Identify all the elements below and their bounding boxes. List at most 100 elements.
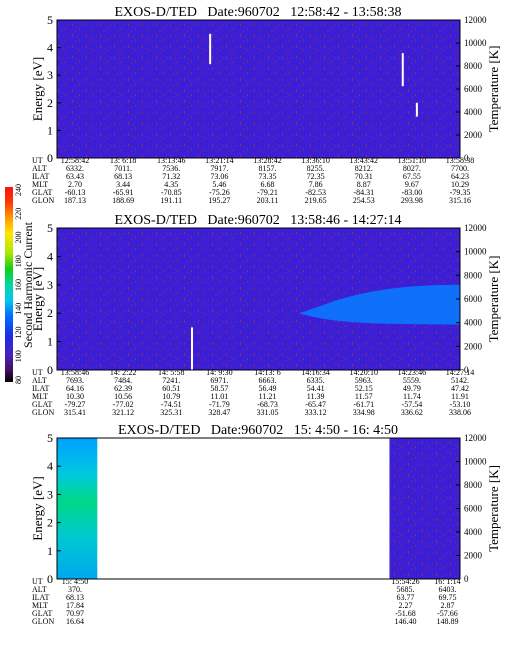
- orbit-cell: -61.71: [353, 400, 374, 409]
- y2-tick-label: 0: [464, 365, 469, 375]
- enhanced-flux-region: [298, 284, 460, 325]
- orbit-cell: -51.68: [395, 609, 416, 618]
- colorbar-tick-label: 80: [14, 376, 23, 384]
- spectrogram-spike: [191, 327, 194, 370]
- y2-tick-label: 2000: [464, 551, 483, 561]
- orbit-cell: 203.11: [257, 196, 279, 205]
- y-tick-label: 5: [47, 221, 53, 235]
- orbit-cell: 293.98: [401, 196, 423, 205]
- orbit-row-label: GLON: [32, 617, 54, 626]
- orbit-cell: 8212.: [355, 164, 373, 173]
- orbit-cell: 10.29: [451, 180, 469, 189]
- orbit-cell: 15: 4:50: [62, 577, 88, 586]
- y-tick-label: 5: [47, 13, 53, 27]
- y2-tick-label: 0: [464, 153, 469, 163]
- orbit-cell: 14:23:46: [398, 368, 426, 377]
- orbit-cell: 6663.: [259, 376, 277, 385]
- orbit-cell: 10.56: [114, 392, 132, 401]
- y2-tick-label: 4000: [464, 527, 483, 537]
- orbit-cell: -75.26: [209, 188, 230, 197]
- y2-tick-label: 0: [464, 574, 469, 584]
- orbit-cell: 7693.: [66, 376, 84, 385]
- y2-tick-label: 10000: [464, 247, 487, 257]
- orbit-cell: 12:58:42: [61, 156, 89, 165]
- y2-tick-label: 2000: [464, 341, 483, 351]
- y-tick-label: 4: [47, 249, 53, 263]
- orbit-cell: 328.47: [208, 408, 230, 417]
- y-tick-label: 0: [47, 151, 53, 165]
- y2-tick-label: 12000: [464, 433, 487, 443]
- orbit-cell: 148.89: [436, 617, 458, 626]
- y2-tick-label: 8000: [464, 61, 483, 71]
- orbit-cell: -57.66: [437, 609, 458, 618]
- orbit-row-label: GLAT: [32, 609, 53, 618]
- orbit-cell: 56.49: [259, 384, 277, 393]
- colorbar: 240 220 200 180 160 140 120 100 80 Second Harmon…: [5, 184, 35, 384]
- orbit-cell: 8.87: [357, 180, 371, 189]
- orbit-cell: -82.53: [305, 188, 326, 197]
- orbit-cell: 14:13: 6: [254, 368, 280, 377]
- orbit-cell: 68.13: [66, 593, 84, 602]
- orbit-cell: 71.32: [162, 172, 180, 181]
- orbit-cell: -65.91: [113, 188, 134, 197]
- y-tick-label: 2: [47, 516, 53, 530]
- orbit-table: UTALTILATMLTGLATGLON13:58:467693.64.1610…: [32, 368, 474, 417]
- orbit-cell: 13:36:10: [301, 156, 329, 165]
- panel-title: EXOS-D/TED Date:960702 13:58:46 - 14:27:…: [115, 213, 402, 228]
- orbit-cell: 8255.: [307, 164, 325, 173]
- orbit-cell: 219.65: [305, 196, 327, 205]
- orbit-cell: -74.51: [161, 400, 182, 409]
- orbit-cell: 2.87: [440, 601, 454, 610]
- orbit-cell: 188.69: [112, 196, 134, 205]
- orbit-cell: 5.46: [212, 180, 226, 189]
- orbit-cell: 146.40: [394, 617, 416, 626]
- orbit-cell: 72.35: [307, 172, 325, 181]
- spectrogram-spike: [401, 53, 404, 87]
- orbit-row-label: GLAT: [32, 188, 53, 197]
- orbit-cell: -79.21: [257, 188, 278, 197]
- orbit-cell: 69.75: [438, 593, 456, 602]
- y-axis-label: Energy [eV]: [30, 57, 45, 121]
- orbit-cell: 54.41: [307, 384, 325, 393]
- orbit-cell: 14: 2:22: [110, 368, 136, 377]
- orbit-row-label: ILAT: [32, 384, 49, 393]
- orbit-cell: 334.98: [353, 408, 375, 417]
- orbit-cell: -84.31: [353, 188, 374, 197]
- y-tick-label: 4: [47, 459, 53, 473]
- orbit-cell: 11.74: [403, 392, 421, 401]
- orbit-row-label: ALT: [32, 585, 47, 594]
- orbit-row-label: MLT: [32, 392, 48, 401]
- orbit-cell: -79.27: [65, 400, 86, 409]
- orbit-cell: 4.35: [164, 180, 178, 189]
- y2-tick-label: 2000: [464, 130, 483, 140]
- y-tick-label: 0: [47, 572, 53, 586]
- orbit-cell: 70.97: [66, 609, 84, 618]
- y2-tick-label: 4000: [464, 107, 483, 117]
- orbit-row-label: UT: [32, 368, 43, 377]
- data-coverage-block: [389, 438, 460, 579]
- orbit-cell: 15:54:26: [391, 577, 419, 586]
- y2-tick-label: 8000: [464, 270, 483, 280]
- colorbar-tick-label: 220: [14, 208, 23, 220]
- orbit-row-label: ALT: [32, 164, 47, 173]
- panel-2: EXOS-D/TED Date:960702 13:58:46 - 14:27:…: [30, 213, 501, 417]
- y-axis-label: Energy [eV]: [30, 476, 45, 540]
- orbit-cell: 13:28:42: [253, 156, 281, 165]
- y-tick-label: 3: [47, 487, 53, 501]
- orbit-cell: 10.30: [66, 392, 84, 401]
- orbit-row-label: UT: [32, 577, 43, 586]
- orbit-cell: 7536.: [162, 164, 180, 173]
- y2-tick-label: 6000: [464, 294, 483, 304]
- orbit-cell: 338.06: [449, 408, 471, 417]
- orbit-cell: 13:51:10: [398, 156, 426, 165]
- orbit-row-label: ALT: [32, 376, 47, 385]
- orbit-cell: 8027.: [403, 164, 421, 173]
- y-axis-label: Energy [eV]: [30, 267, 45, 331]
- orbit-cell: 6971.: [210, 376, 228, 385]
- panel-1: EXOS-D/TED Date:960702 12:58:42 - 13:58:…: [30, 5, 501, 205]
- orbit-cell: 336.62: [401, 408, 423, 417]
- orbit-cell: 331.05: [257, 408, 279, 417]
- y-tick-label: 3: [47, 68, 53, 82]
- orbit-cell: 7700.: [451, 164, 469, 173]
